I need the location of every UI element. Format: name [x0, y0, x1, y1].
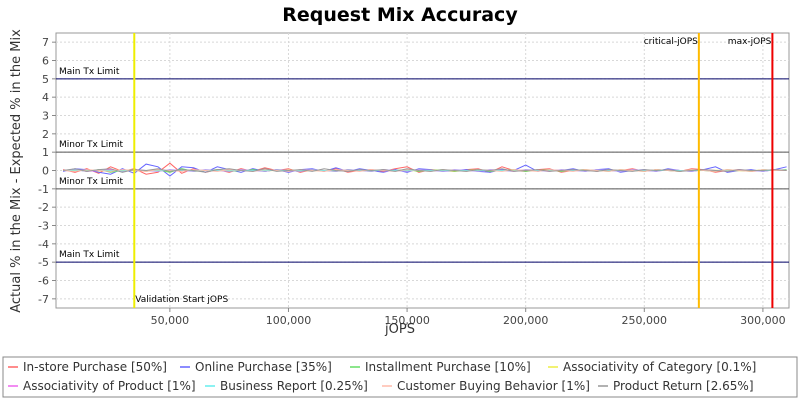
- y-tick-label: 6: [42, 55, 49, 68]
- y-tick-label: 5: [42, 73, 49, 86]
- y-ticks: -7 -6 -5 -4 -3 -2 -1 0 1 2 3 4 5 6 7: [38, 36, 56, 306]
- series-line: [63, 168, 787, 173]
- y-tick-label: 1: [42, 146, 49, 159]
- y-tick-label: -3: [38, 220, 49, 233]
- legend-entry: Customer Buying Behavior [1%]: [397, 379, 590, 393]
- y-tick-label: -5: [38, 256, 49, 269]
- series-line: [62, 163, 787, 177]
- vertical-marker-label: max-jOPS: [728, 37, 772, 47]
- y-tick-label: 4: [42, 91, 49, 104]
- x-tick-label: 300,000: [740, 314, 786, 327]
- legend-entry: Online Purchase [35%]: [195, 360, 332, 374]
- x-tick-label: 200,000: [503, 314, 549, 327]
- vertical-marker-label: Validation Start jOPS: [135, 295, 228, 305]
- y-tick-label: 3: [42, 110, 49, 123]
- limit-line-label: Main Tx Limit: [59, 67, 120, 77]
- limit-lines: Main Tx Limit Minor Tx Limit Minor Tx Limi…: [56, 67, 789, 263]
- limit-line-label: Minor Tx Limit: [59, 140, 124, 150]
- limit-line-label: Minor Tx Limit: [59, 177, 124, 187]
- legend-entry: In-store Purchase [50%]: [23, 360, 167, 374]
- limit-line-label: Main Tx Limit: [59, 250, 120, 260]
- x-ticks: 50,000 100,000 150,000 200,000 250,000 300,00…: [151, 308, 786, 327]
- vertical-marker-label: critical-jOPS: [644, 37, 698, 47]
- y-tick-label: -4: [38, 238, 49, 251]
- y-tick-label: -2: [38, 201, 49, 214]
- chart-title: Request Mix Accuracy: [282, 4, 518, 26]
- vertical-markers: Validation Start jOPS critical-jOPS max-jO…: [133, 33, 774, 308]
- x-tick-label: 50,000: [151, 314, 190, 327]
- y-tick-label: -1: [38, 183, 49, 196]
- y-tick-label: -6: [38, 275, 49, 288]
- legend-entry: Associativity of Category [0.1%]: [563, 360, 756, 374]
- y-tick-label: 0: [42, 165, 49, 178]
- legend-entry: Product Return [2.65%]: [613, 379, 754, 393]
- legend: In-store Purchase [50%] Online Purchase […: [8, 360, 756, 393]
- legend-box: [2, 356, 798, 398]
- x-tick-label: 250,000: [622, 314, 668, 327]
- y-tick-label: 2: [42, 128, 49, 141]
- legend-entry: Installment Purchase [10%]: [365, 360, 531, 374]
- x-tick-label: 100,000: [266, 314, 312, 327]
- legend-entry: Business Report [0.25%]: [220, 379, 368, 393]
- y-tick-label: -7: [38, 293, 49, 306]
- series-lines: [62, 162, 787, 177]
- legend-entry: Associativity of Product [1%]: [23, 379, 196, 393]
- x-axis-label: jOPS: [384, 322, 415, 337]
- y-axis-label: Actual % in the Mix - Expected % in the …: [9, 29, 24, 313]
- y-tick-label: 7: [42, 36, 49, 49]
- x-tick-label: 150,000: [384, 314, 430, 327]
